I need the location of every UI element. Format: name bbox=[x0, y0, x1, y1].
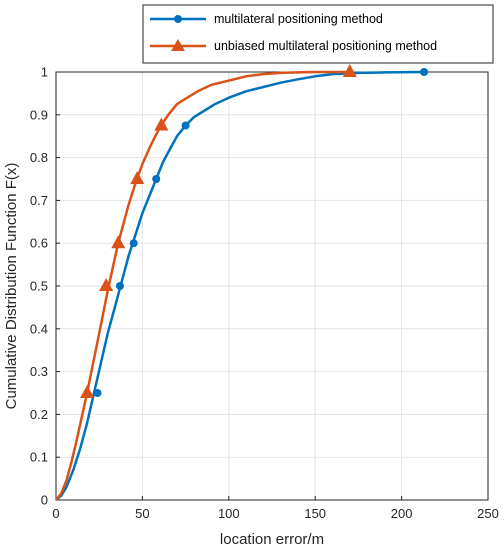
y-tick-label: 0.4 bbox=[30, 321, 48, 336]
series-2-marker bbox=[130, 171, 145, 184]
x-tick-label: 0 bbox=[52, 506, 59, 521]
legend-marker-series-1 bbox=[174, 15, 182, 23]
x-tick-label: 250 bbox=[477, 506, 499, 521]
series-group bbox=[55, 64, 429, 501]
y-axis-label: Cumulative Distribution Function F(x) bbox=[3, 163, 20, 410]
axis-ticks: 0 50 100 150 200 250 0 0.1 0.2 0.3 0.4 0.5 0.6 0.7 0.8… bbox=[30, 65, 499, 522]
y-tick-label: 0.1 bbox=[30, 450, 48, 465]
series-2-marker bbox=[154, 117, 169, 131]
series-2-marker bbox=[99, 278, 114, 291]
x-tick-label: 100 bbox=[218, 506, 240, 521]
series-1-marker bbox=[93, 389, 102, 397]
series-1-line bbox=[55, 70, 425, 501]
x-tick-label: 200 bbox=[391, 506, 413, 521]
series-1-marker bbox=[152, 175, 161, 183]
y-tick-label: 0 bbox=[41, 493, 48, 508]
y-tick-label: 0.7 bbox=[30, 193, 48, 208]
legend: multilateral positioning method unbiased… bbox=[142, 4, 494, 64]
y-tick-label: 1 bbox=[41, 65, 48, 80]
y-tick-label: 0.9 bbox=[30, 107, 48, 122]
y-tick-label: 0.8 bbox=[30, 150, 48, 165]
series-1-marker bbox=[129, 239, 138, 248]
legend-marker-series-2 bbox=[171, 39, 185, 51]
series-1-marker bbox=[420, 68, 429, 76]
series-2-line bbox=[55, 70, 350, 501]
series-1-marker bbox=[181, 121, 190, 130]
legend-label-series-1: multilateral positioning method bbox=[214, 12, 383, 26]
y-tick-label: 0.2 bbox=[30, 407, 48, 422]
y-tick-label: 0.5 bbox=[30, 279, 48, 294]
y-tick-label: 0.6 bbox=[30, 236, 48, 251]
series-2-marker bbox=[80, 385, 95, 398]
series-2-marker bbox=[342, 64, 357, 77]
x-tick-label: 150 bbox=[304, 506, 326, 521]
x-tick-label: 50 bbox=[135, 506, 149, 521]
legend-box bbox=[142, 4, 494, 64]
y-tick-label: 0.3 bbox=[30, 364, 48, 379]
series-1-marker bbox=[115, 282, 124, 290]
legend-label-series-2: unbiased multilateral positioning method bbox=[214, 39, 437, 53]
series-2-marker bbox=[111, 235, 126, 249]
x-axis-label: location error/m bbox=[220, 531, 324, 548]
